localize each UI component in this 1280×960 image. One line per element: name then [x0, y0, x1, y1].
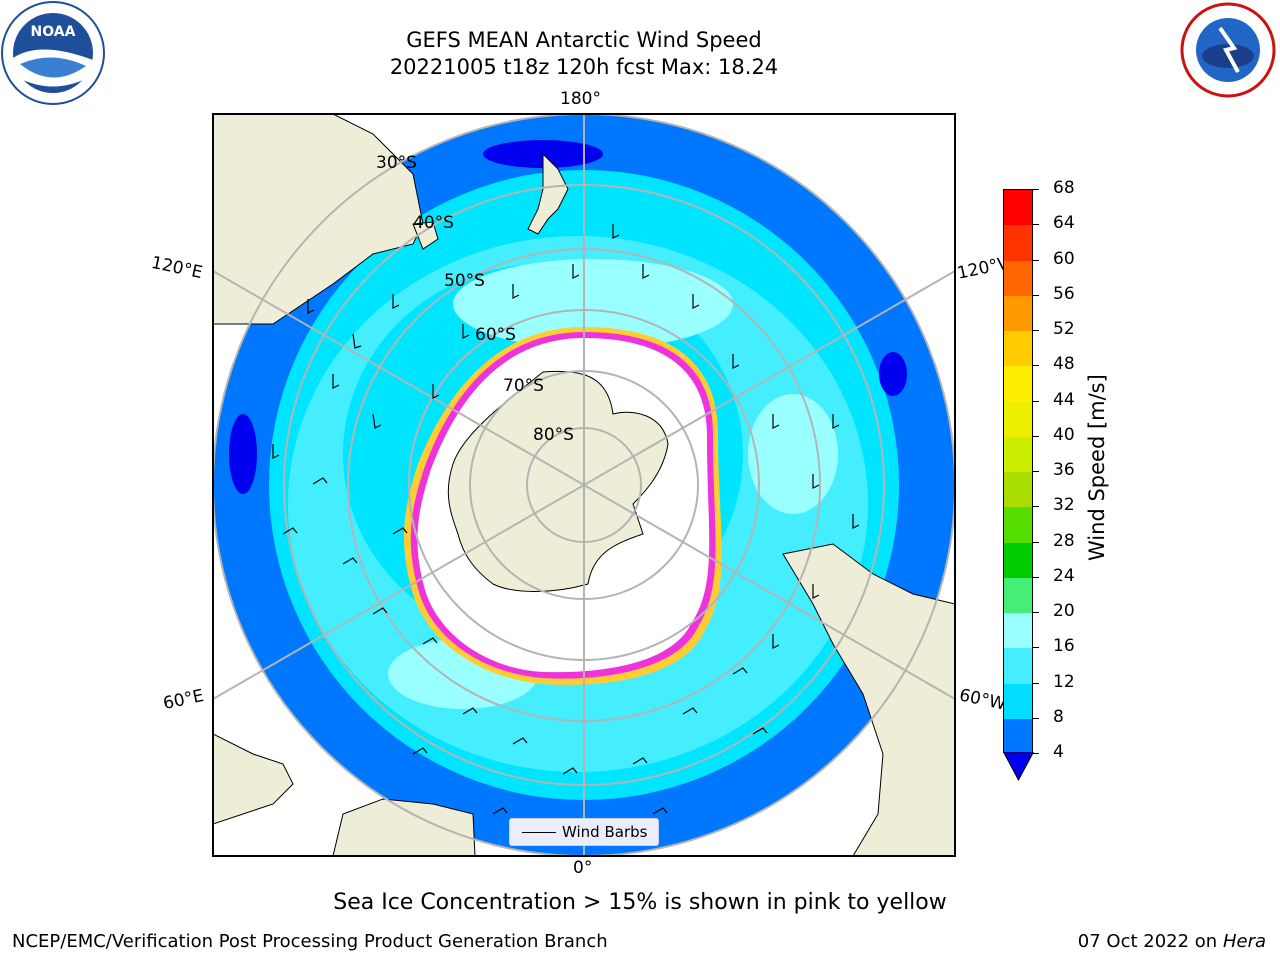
colorbar-segment: [1004, 190, 1032, 226]
lat-label-80s: 80°S: [533, 425, 574, 445]
colorbar-segment: [1004, 401, 1032, 437]
footer-host: Hera: [1222, 931, 1266, 952]
colorbar-segment: [1004, 718, 1032, 754]
colorbar-tick-label: 32: [1053, 495, 1075, 516]
colorbar-tick-label: 52: [1053, 319, 1075, 339]
lon-label-0: 0°: [573, 858, 593, 878]
colorbar-tick-mark: [1033, 471, 1039, 472]
colorbar-tick-mark: [1033, 647, 1039, 649]
lat-label-50s: 50°S: [444, 271, 485, 291]
colorbar-tick-mark: [1033, 259, 1039, 261]
colorbar-tick-mark: [1033, 294, 1039, 296]
colorbar-segment: [1004, 295, 1032, 331]
lon-label-120e: 120°E: [149, 252, 205, 284]
colorbar-tick-label: 20: [1053, 601, 1075, 621]
colorbar-segment: [1004, 507, 1032, 543]
colorbar-tick-label: 40: [1053, 424, 1075, 445]
colorbar-segment: [1004, 648, 1032, 684]
colorbar-tick-mark: [1033, 330, 1039, 331]
colorbar-tick-label: 44: [1053, 389, 1075, 410]
colorbar-tick-label: 16: [1053, 636, 1075, 657]
colorbar-tick-label: 56: [1053, 283, 1075, 304]
sea-ice-note: Sea Ice Concentration > 15% is shown in …: [333, 890, 947, 915]
colorbar-tick-mark: [1033, 400, 1039, 402]
colorbar-tick-mark: [1033, 224, 1039, 226]
colorbar: [1003, 189, 1033, 754]
lat-label-30s: 30°S: [376, 153, 417, 173]
nws-logo: [1180, 2, 1276, 98]
lat-label-70s: 70°S: [503, 376, 544, 396]
colorbar-tick-label: 24: [1053, 565, 1075, 586]
polar-map: [212, 113, 956, 857]
colorbar-tick-mark: [1033, 365, 1039, 367]
colorbar-extend-arrow: [1003, 752, 1034, 782]
noaa-logo: NOAA: [1, 1, 105, 105]
colorbar-segment: [1004, 331, 1032, 367]
colorbar-tick-label: 12: [1053, 671, 1075, 692]
footer-branch: NCEP/EMC/Verification Post Processing Pr…: [12, 931, 608, 952]
colorbar-tick-label: 8: [1053, 706, 1064, 727]
colorbar-segment: [1004, 366, 1032, 402]
wind-barbs: [272, 224, 860, 815]
map-frame: [212, 113, 956, 857]
chart-subtitle: 20221005 t18z 120h fcst Max: 18.24: [389, 55, 779, 79]
colorbar-tick-mark: [1033, 506, 1039, 508]
colorbar-tick-mark: [1033, 189, 1039, 190]
lat-label-60s: 60°S: [475, 325, 516, 345]
chart-title: GEFS MEAN Antarctic Wind Speed: [406, 28, 762, 52]
legend-label: Wind Barbs: [562, 823, 648, 841]
colorbar-tick-label: 64: [1053, 213, 1075, 234]
colorbar-tick-label: 28: [1053, 530, 1075, 551]
colorbar-segment: [1004, 436, 1032, 472]
colorbar-tick-label: 4: [1053, 742, 1064, 762]
colorbar-tick-label: 36: [1053, 460, 1075, 480]
colorbar-segment: [1004, 472, 1032, 508]
colorbar-tick-mark: [1033, 435, 1039, 437]
colorbar-tick-mark: [1033, 753, 1039, 754]
colorbar-ticks: 4 8 12 16 20 24 28 32 36 40 44 48 52 56 60 64 68: [1033, 178, 1083, 762]
lon-label-60w: 60°W: [957, 685, 1008, 715]
footer-date-text: 07 Oct 2022 on: [1077, 931, 1223, 952]
map-legend: Wind Barbs: [509, 818, 659, 846]
colorbar-tick-label: 68: [1053, 178, 1075, 198]
colorbar-tick-mark: [1033, 541, 1039, 543]
colorbar-tick-mark: [1033, 576, 1039, 578]
lat-label-40s: 40°S: [413, 213, 454, 233]
svg-text:NOAA: NOAA: [31, 24, 76, 40]
colorbar-segment: [1004, 577, 1032, 613]
colorbar-segment: [1004, 225, 1032, 261]
colorbar-tick-label: 60: [1053, 248, 1075, 269]
colorbar-tick-mark: [1033, 682, 1039, 684]
colorbar-segment: [1004, 613, 1032, 649]
colorbar-tick-mark: [1033, 717, 1039, 719]
colorbar-segment: [1004, 683, 1032, 719]
colorbar-tick-mark: [1033, 612, 1039, 613]
colorbar-tick-label: 48: [1053, 354, 1075, 375]
colorbar-segment: [1004, 542, 1032, 578]
lon-label-60e: 60°E: [161, 685, 206, 715]
legend-line-icon: [522, 832, 556, 833]
footer-date: 07 Oct 2022 on Hera: [1078, 931, 1266, 952]
colorbar-segment: [1004, 260, 1032, 296]
lon-label-180: 180°: [560, 89, 601, 109]
